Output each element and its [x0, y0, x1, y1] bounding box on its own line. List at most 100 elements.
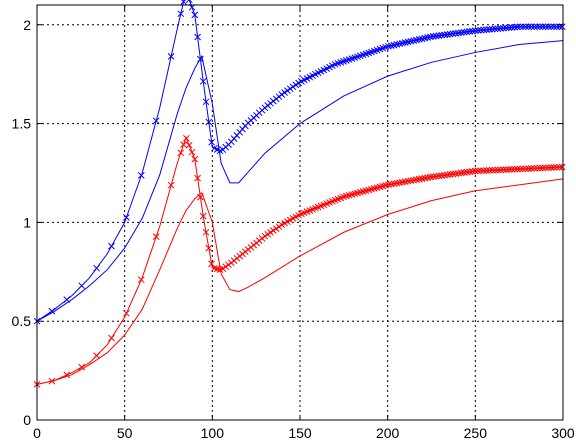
data-point-marker	[488, 166, 496, 174]
data-point-marker	[205, 118, 213, 126]
data-point-marker	[502, 24, 510, 32]
data-point-marker	[530, 23, 538, 31]
data-point-marker	[483, 167, 490, 174]
data-point-marker	[505, 166, 513, 173]
data-point-marker	[432, 172, 440, 180]
data-point-marker	[48, 307, 56, 315]
data-point-marker	[199, 212, 207, 220]
data-point-marker	[508, 24, 516, 31]
data-point-marker	[480, 26, 488, 34]
x-tick-label: 50	[117, 425, 133, 441]
data-point-marker	[516, 165, 524, 173]
tick-labels: 0 50 100 150 200 250 300 0 0.5 1 1.5 2	[12, 17, 575, 441]
data-point-marker	[533, 23, 541, 31]
x-tick-label: 150	[288, 425, 312, 441]
data-point-marker	[278, 91, 286, 98]
data-point-marker	[199, 77, 207, 85]
series-3	[33, 134, 566, 388]
data-point-marker	[78, 363, 86, 371]
data-point-marker	[471, 27, 479, 35]
data-point-marker	[202, 228, 210, 236]
data-point-marker	[202, 98, 210, 106]
data-point-marker	[180, 141, 187, 148]
data-point-marker	[474, 27, 482, 34]
data-point-marker	[511, 165, 518, 173]
data-point-marker	[194, 174, 201, 182]
data-point-marker	[466, 168, 474, 176]
data-point-marker	[469, 27, 476, 35]
data-point-marker	[123, 214, 130, 221]
x-tick-label: 200	[376, 425, 400, 441]
data-point-marker	[441, 31, 448, 39]
series-line	[36, 40, 564, 322]
y-tick-label: 0.5	[12, 313, 32, 329]
data-point-marker	[93, 352, 100, 359]
data-point-marker	[460, 28, 468, 36]
data-point-marker	[497, 25, 504, 32]
y-tick-label: 1.5	[12, 116, 32, 132]
data-point-marker	[93, 264, 100, 272]
data-point-marker	[108, 334, 115, 342]
data-point-marker	[457, 169, 465, 177]
data-point-marker	[429, 173, 437, 181]
data-point-marker	[443, 31, 451, 38]
axes	[36, 4, 564, 421]
data-point-marker	[533, 164, 541, 172]
data-point-marker	[435, 32, 443, 39]
data-point-marker	[452, 29, 460, 37]
data-point-marker	[480, 167, 488, 174]
data-point-marker	[137, 276, 145, 284]
data-point-marker	[466, 28, 474, 35]
data-point-marker	[500, 24, 507, 32]
data-point-marker	[446, 171, 454, 178]
data-point-marker	[208, 260, 215, 268]
data-point-marker	[508, 166, 516, 173]
data-point-marker	[463, 168, 471, 176]
data-point-marker	[432, 32, 440, 40]
x-tick-label: 300	[551, 425, 575, 441]
data-point-marker	[477, 26, 485, 34]
data-point-marker	[486, 26, 493, 33]
data-point-marker	[486, 167, 493, 174]
data-point-marker	[525, 23, 532, 31]
data-point-marker	[208, 138, 215, 146]
data-point-marker	[137, 172, 145, 179]
data-point-marker	[477, 167, 485, 175]
y-tick-label: 1	[23, 214, 31, 230]
data-point-marker	[536, 164, 544, 172]
data-point-marker	[269, 227, 277, 234]
data-point-marker	[505, 24, 513, 32]
data-point-marker	[194, 33, 201, 41]
data-point-marker	[449, 30, 457, 38]
data-point-marker	[455, 29, 462, 37]
data-point-marker	[167, 181, 175, 189]
data-point-marker	[185, 0, 193, 4]
data-point-marker	[185, 141, 193, 149]
data-point-marker	[511, 23, 518, 31]
data-point-marker	[516, 23, 524, 31]
data-point-marker	[497, 166, 504, 174]
data-point-marker	[438, 172, 446, 179]
data-point-marker	[522, 165, 530, 173]
axes-box	[36, 4, 564, 421]
series-group	[33, 0, 566, 388]
data-point-marker	[225, 261, 232, 269]
data-point-marker	[542, 23, 549, 31]
data-point-marker	[519, 165, 527, 173]
data-point-marker	[183, 134, 190, 142]
data-point-marker	[547, 164, 555, 171]
data-point-marker	[452, 170, 460, 178]
series-1	[33, 0, 566, 325]
data-point-marker	[483, 26, 490, 34]
data-point-marker	[539, 23, 547, 31]
data-point-marker	[553, 163, 561, 171]
data-point-marker	[108, 242, 115, 250]
x-tick-label: 250	[464, 425, 488, 441]
data-point-marker	[514, 23, 521, 31]
data-point-marker	[205, 244, 213, 252]
data-point-marker	[539, 164, 547, 172]
series-4	[36, 178, 564, 385]
data-point-marker	[455, 169, 462, 177]
data-point-marker	[435, 172, 443, 180]
